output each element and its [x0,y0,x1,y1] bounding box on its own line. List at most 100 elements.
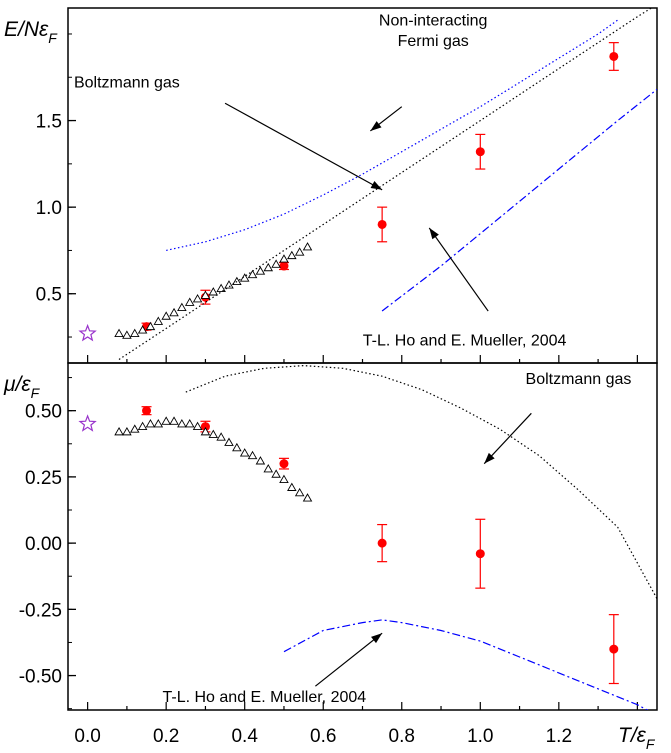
top-triangle-point [184,297,195,306]
bottom-curve-4 [283,619,649,710]
bottom-data-point [475,549,485,559]
top-annotation: Fermi gas [398,33,469,50]
top-arrow-line [428,227,489,312]
bottom-arrow-head [371,633,383,644]
bottom-triangle-point [224,437,234,446]
bottom-triangle-point [129,424,140,433]
bottom-annotation: Boltzmann gas [526,371,632,388]
top-triangle-point [145,321,156,331]
bottom-ytick-label: 0.50 [25,402,62,423]
bottom-triangle-point [169,416,179,425]
top-data-point [279,261,289,271]
bottom-xtick-label: 0.8 [389,726,415,747]
bottom-xtick-label: 1.0 [467,726,493,747]
bottom-xlabel: T/εF [618,724,656,752]
top-triangle-point [263,262,274,272]
top-triangle-point [200,290,211,299]
bottom-triangle-point [184,419,195,428]
top-ytick-label: 1.0 [36,198,62,219]
top-triangle-point [255,266,266,275]
bottom-triangle-point [239,448,250,457]
top-triangle-point [137,325,148,334]
bottom-arrow-line [483,412,532,465]
bottom-data-point [377,538,387,548]
bottom-arrow-head [484,452,495,464]
bottom-triangle-point [161,416,171,425]
top-arrow-head [370,121,382,131]
top-annotation: T-L. Ho and E. Mueller, 2004 [363,333,567,350]
bottom-data-point [279,459,289,469]
bottom-ytick-label: -0.50 [19,667,62,688]
top-triangle-point [177,302,187,312]
top-arrow-head [429,227,439,240]
top-data-point [609,51,619,61]
top-triangle-point [287,250,297,260]
top-ytick-label: 1.5 [36,112,62,133]
bottom-triangle-point [232,442,242,452]
top-triangle-point [161,311,171,320]
top-annotation: Non-interacting [379,12,488,29]
bottom-triangle-point [216,432,226,441]
top-triangle-point [302,242,313,251]
top-triangle-point [208,287,219,296]
bottom-ytick-label: 0.25 [25,468,62,489]
bottom-panel: 0.50 0.25 0.00 -0.25 -0.50 0.0 0.2 0.4 0.6 0.8 1.0… [3,362,658,752]
bottom-data-point [609,644,619,654]
bottom-ytick-label: 0.00 [25,534,62,555]
bottom-xtick-label: 0.0 [74,726,100,747]
bottom-star-point [78,414,97,432]
top-triangle-point [129,328,140,338]
bottom-ytick-label: -0.25 [19,600,62,621]
top-triangle-point [216,283,226,292]
bottom-triangle-point [177,419,187,428]
top-curve-3 [166,19,619,251]
bottom-triangle-point [247,450,258,460]
top-curve-5 [381,88,657,312]
top-triangle-point [271,259,281,268]
top-triangle-point [239,273,250,282]
bottom-triangle-point [302,493,313,502]
bottom-triangle-point [279,474,289,483]
plot-layer: 0.5 1.0 1.5 E/NεF Non-interacting Fermi gas Bo… [3,7,658,752]
bottom-frame [67,362,658,711]
bottom-triangle-point [200,426,211,436]
top-frame [67,7,658,364]
bottom-triangle-point [294,487,305,497]
bottom-arrow-line [315,632,383,687]
bottom-triangle-point [153,419,164,428]
top-triangle-point [114,328,124,338]
bottom-xtick-label: 0.2 [153,726,179,747]
top-triangle-point [169,307,179,317]
bottom-triangle-point [145,419,156,428]
top-triangle-point [153,316,164,325]
bottom-xtick-label: 0.4 [231,726,258,747]
bottom-ylabel: μ/εF [3,373,41,401]
top-data-point [475,147,485,157]
bottom-curve-3 [185,364,657,599]
bottom-triangle-point [137,421,148,431]
bottom-annotation: T-L. Ho and E. Mueller, 2004 [162,689,366,706]
bottom-triangle-point [287,482,297,491]
bottom-triangle-point [192,421,203,431]
bottom-triangle-point [263,464,274,473]
bottom-triangle-point [114,426,124,436]
top-ytick-label: 0.5 [36,285,62,306]
top-ylabel: E/NεF [4,18,58,46]
top-triangle-point [224,280,234,289]
top-panel: 0.5 1.0 1.5 E/NεF Non-interacting Fermi gas Bo… [4,7,658,364]
top-star-point [78,323,97,342]
bottom-triangle-point [122,426,132,436]
bottom-triangle-point [255,456,266,465]
bottom-xtick-label: 1.2 [546,726,572,747]
top-data-point [377,219,387,229]
bottom-data-point [142,406,152,416]
bottom-triangle-point [271,469,281,478]
top-triangle-point [192,294,203,303]
bottom-xtick-label: 0.6 [310,726,336,747]
top-triangle-point [279,254,289,263]
top-triangle-point [232,276,242,286]
top-triangle-point [122,330,132,339]
bottom-data-point [200,422,210,432]
top-annotation: Boltzmann gas [74,75,180,92]
